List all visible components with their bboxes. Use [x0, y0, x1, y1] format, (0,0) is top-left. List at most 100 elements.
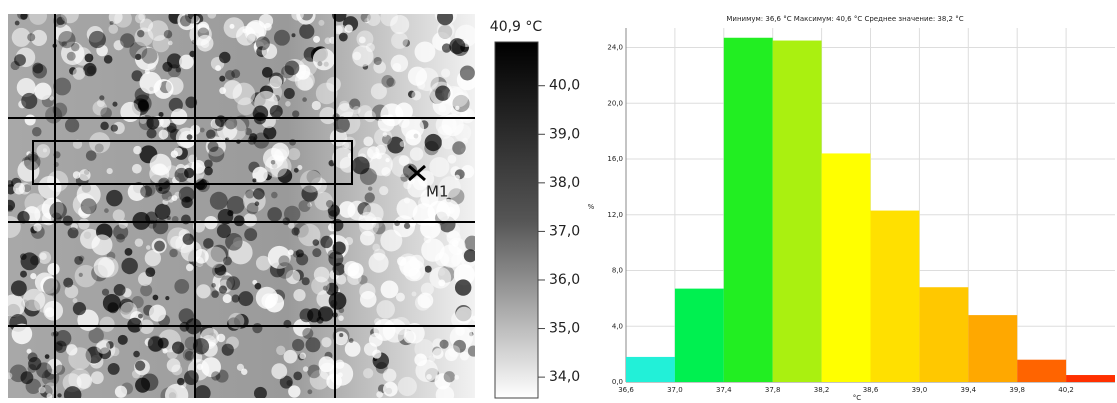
texture	[253, 188, 265, 200]
texture	[292, 110, 300, 118]
texture	[8, 199, 16, 211]
texture	[109, 20, 114, 25]
texture	[351, 156, 370, 175]
texture	[146, 128, 157, 139]
texture	[233, 215, 245, 227]
texture	[185, 263, 194, 272]
texture	[124, 247, 133, 256]
texture	[42, 148, 48, 153]
texture	[244, 127, 253, 136]
texture	[45, 106, 63, 124]
texture	[211, 371, 221, 381]
texture	[20, 252, 39, 271]
texture	[359, 283, 376, 300]
texture	[54, 342, 63, 351]
texture	[133, 145, 142, 155]
texture	[104, 208, 109, 213]
texture	[435, 374, 440, 379]
texture	[34, 203, 56, 225]
texture	[64, 118, 80, 133]
x-tick-label: 37,4	[716, 386, 732, 394]
texture	[317, 61, 323, 67]
texture	[222, 294, 232, 304]
texture	[429, 266, 452, 289]
texture	[382, 132, 388, 137]
bar	[674, 288, 724, 382]
texture	[381, 74, 394, 88]
texture	[182, 233, 195, 245]
texture	[285, 101, 291, 107]
texture	[364, 18, 370, 24]
texture	[222, 117, 247, 142]
texture	[78, 169, 91, 181]
texture	[390, 54, 409, 73]
texture	[287, 249, 294, 256]
texture	[364, 192, 375, 203]
texture	[328, 291, 347, 310]
texture	[108, 14, 123, 24]
texture	[183, 370, 199, 386]
texture	[429, 156, 450, 178]
texture	[359, 230, 375, 246]
texture	[112, 101, 118, 107]
texture	[214, 264, 227, 276]
texture	[226, 195, 245, 214]
texture	[145, 267, 156, 278]
texture	[314, 191, 333, 211]
texture	[172, 176, 180, 185]
texture	[215, 65, 222, 72]
texture	[414, 294, 431, 311]
texture	[91, 234, 113, 256]
texture	[428, 355, 436, 363]
texture	[284, 60, 300, 76]
texture	[460, 110, 468, 118]
texture	[152, 35, 170, 53]
texture	[372, 221, 386, 235]
texture	[17, 211, 30, 224]
texture	[171, 215, 179, 223]
texture	[186, 134, 193, 141]
texture	[70, 42, 80, 52]
texture	[267, 207, 282, 222]
texture	[90, 371, 104, 385]
texture	[72, 67, 86, 80]
texture	[145, 245, 151, 250]
texture	[17, 14, 29, 20]
texture	[278, 255, 290, 267]
texture	[311, 100, 321, 111]
texture	[100, 121, 109, 131]
texture	[356, 30, 374, 48]
texture	[74, 256, 84, 265]
texture	[288, 385, 301, 398]
texture	[8, 205, 14, 213]
texture	[165, 76, 184, 95]
texture	[315, 82, 338, 105]
texture	[233, 115, 250, 132]
y-tick-label: 16,0	[607, 155, 623, 163]
texture	[20, 270, 27, 278]
texture	[334, 359, 345, 369]
texture	[363, 136, 374, 147]
marker-label: M1	[426, 183, 449, 201]
texture	[162, 348, 168, 354]
texture	[168, 40, 173, 46]
colorbar-tick-label: 39,0	[549, 126, 580, 142]
texture	[338, 315, 344, 321]
texture	[453, 264, 475, 286]
texture	[236, 25, 256, 46]
texture	[264, 154, 288, 178]
x-tick-label: 40,2	[1058, 386, 1074, 394]
texture	[178, 186, 195, 203]
texture	[138, 313, 143, 319]
texture	[364, 110, 376, 123]
texture	[432, 338, 444, 350]
texture	[196, 284, 211, 299]
texture	[170, 108, 188, 125]
texture	[238, 291, 254, 307]
x-tick-label: 38,6	[863, 386, 879, 394]
texture	[44, 354, 50, 359]
texture	[344, 236, 354, 246]
texture	[92, 100, 108, 116]
texture	[324, 37, 332, 45]
texture	[424, 265, 432, 273]
